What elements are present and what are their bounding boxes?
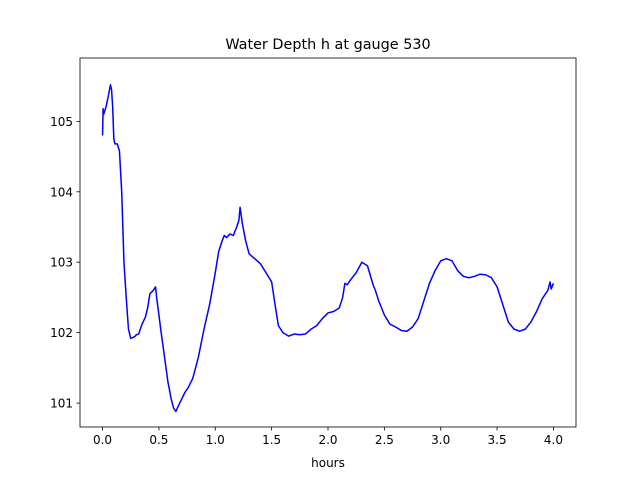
x-tick-label: 1.5 <box>262 433 281 447</box>
x-tick-label: 2.0 <box>318 433 337 447</box>
x-tick-label: 3.0 <box>431 433 450 447</box>
x-tick-label: 4.0 <box>544 433 563 447</box>
x-tick-label: 1.0 <box>206 433 225 447</box>
y-tick-label: 102 <box>50 326 73 340</box>
y-tick-label: 104 <box>50 185 73 199</box>
x-axis-label: hours <box>311 456 345 470</box>
y-tick-label: 101 <box>50 397 73 411</box>
y-tick-label: 105 <box>50 115 73 129</box>
chart-title: Water Depth h at gauge 530 <box>225 37 430 53</box>
series-line <box>101 84 555 413</box>
x-axis: 0.0 0.5 1.0 1.5 2.0 2.5 3.0 3.5 4.0 <box>93 427 563 447</box>
x-tick-label: 0.5 <box>149 433 168 447</box>
x-tick-label: 2.5 <box>375 433 394 447</box>
x-tick-label: 3.5 <box>488 433 507 447</box>
x-tick-label: 0.0 <box>93 433 112 447</box>
y-axis: 101 102 103 104 105 <box>50 115 80 411</box>
y-tick-label: 103 <box>50 256 73 270</box>
